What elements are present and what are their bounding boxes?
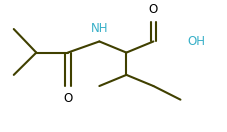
Text: O: O xyxy=(63,92,72,105)
Text: O: O xyxy=(148,3,157,16)
Text: NH: NH xyxy=(90,22,108,35)
Text: OH: OH xyxy=(187,35,205,48)
